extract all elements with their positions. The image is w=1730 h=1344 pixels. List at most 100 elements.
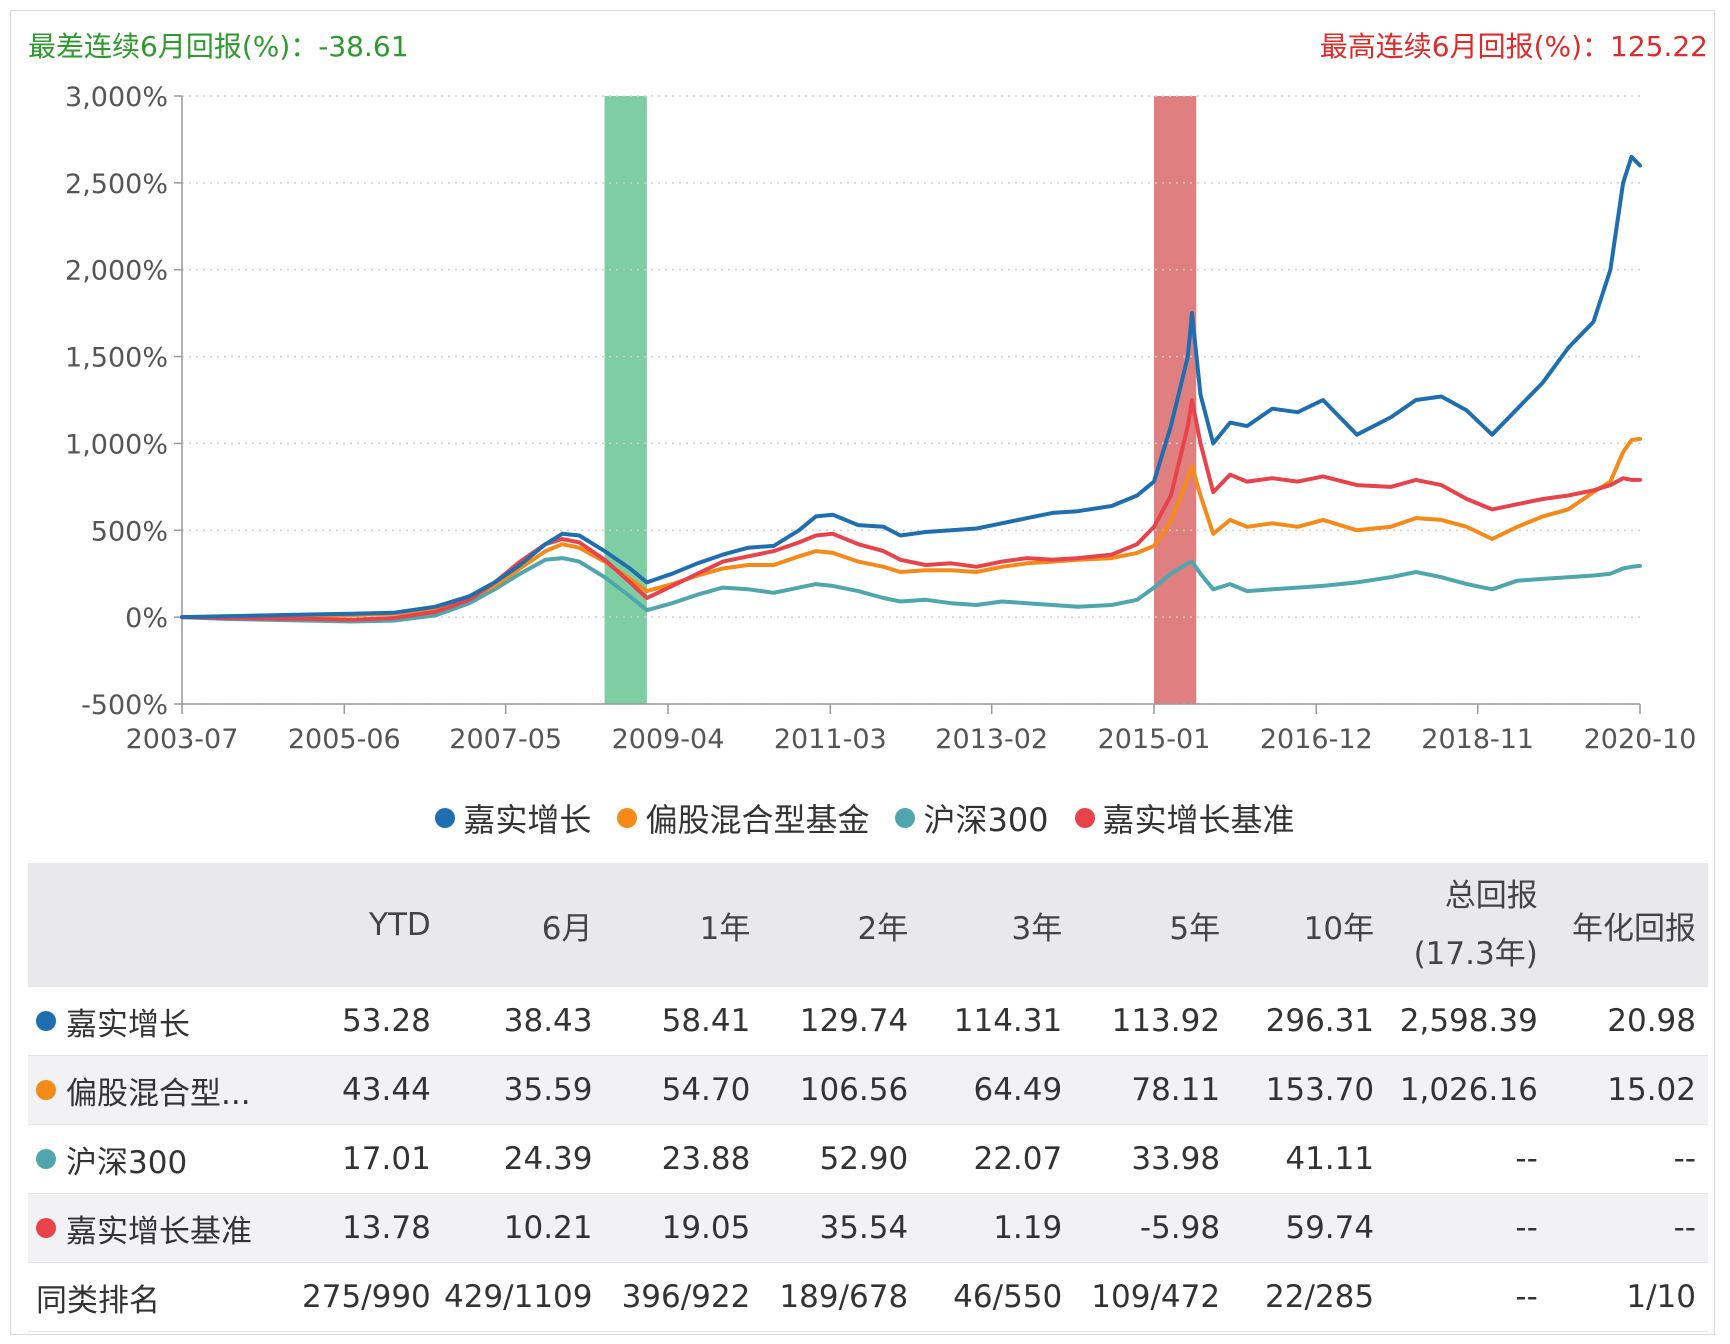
- table-cell: 153.70: [1232, 1055, 1387, 1125]
- row-name-cell: 嘉实增长: [28, 987, 293, 1056]
- x-tick-label: 2016-12: [1260, 724, 1373, 755]
- table-cell: 113.92: [1074, 987, 1233, 1056]
- chart-legend: 嘉实增长 偏股混合型基金 沪深300 嘉实增长基准: [0, 796, 1730, 840]
- table-cell: 20.98: [1549, 987, 1708, 1056]
- row-name-label: 沪深300: [66, 1144, 188, 1181]
- x-tick-label: 2003-07: [126, 724, 239, 755]
- table-cell: 17.01: [292, 1124, 443, 1194]
- table-cell: 22.07: [920, 1124, 1075, 1194]
- legend-item-benchmark[interactable]: 嘉实增长基准: [1074, 795, 1295, 841]
- table-cell: 59.74: [1232, 1193, 1387, 1263]
- y-tick-label: 500%: [91, 516, 168, 547]
- table-header-ytd: YTD: [292, 863, 443, 987]
- table-cell: -5.98: [1074, 1193, 1233, 1263]
- table-cell: 54.70: [604, 1055, 763, 1125]
- table-header-row: YTD 6月 1年 2年 3年 5年 10年 总回报 (17.3年) 年化回报: [28, 863, 1708, 987]
- table-cell: 24.39: [442, 1124, 605, 1194]
- legend-item-index[interactable]: 沪深300: [895, 795, 1049, 841]
- table-cell: 58.41: [604, 987, 763, 1056]
- table-cell: 396/922: [604, 1262, 763, 1332]
- table-cell: --: [1549, 1124, 1708, 1194]
- table-cell: 13.78: [292, 1193, 443, 1263]
- x-tick-label: 2005-06: [288, 724, 401, 755]
- table-header-5y: 5年: [1074, 863, 1233, 987]
- row-name-label: 嘉实增长: [66, 1006, 190, 1043]
- table-row: 嘉实增长基准 13.78 10.21 19.05 35.54 1.19 -5.98 59.74…: [28, 1193, 1708, 1263]
- x-tick-label: 2015-01: [1098, 724, 1211, 755]
- table-row: 同类排名 275/990 429/1109 396/922 189/678 46/550 1…: [28, 1262, 1708, 1332]
- table-cell: 78.11: [1074, 1055, 1233, 1125]
- table-header-3y: 3年: [920, 863, 1075, 987]
- series-line-fund: [180, 154, 1642, 620]
- table-cell: 43.44: [292, 1055, 443, 1125]
- legend-item-peer[interactable]: 偏股混合型基金: [617, 795, 869, 841]
- table-header-total-label: 总回报: [1444, 878, 1538, 914]
- y-tick-label: 3,000%: [65, 82, 168, 113]
- table-cell: 275/990: [292, 1262, 443, 1332]
- y-tick-label: 0%: [125, 603, 168, 634]
- legend-label: 偏股混合型基金: [645, 801, 870, 839]
- y-tick-label: -500%: [81, 690, 168, 721]
- series-line-benchmark: [180, 398, 1642, 622]
- table-cell: --: [1386, 1124, 1550, 1194]
- table-row: 嘉实增长 53.28 38.43 58.41 129.74 114.31 113.92 296…: [28, 987, 1708, 1056]
- y-tick-label: 1,500%: [65, 343, 168, 374]
- axes: [181, 96, 1640, 705]
- row-name-cell: 沪深300: [28, 1124, 293, 1194]
- table-cell: 129.74: [762, 987, 921, 1056]
- table-cell: 35.59: [442, 1055, 605, 1125]
- performance-table: YTD 6月 1年 2年 3年 5年 10年 总回报 (17.3年) 年化回报 …: [28, 863, 1708, 1332]
- legend-item-fund[interactable]: 嘉实增长: [435, 795, 591, 841]
- series-line-index: [180, 556, 1642, 624]
- table-cell: 53.28: [292, 987, 443, 1056]
- row-name-label: 嘉实增长基准: [66, 1213, 252, 1250]
- row-name-cell: 同类排名: [28, 1262, 293, 1332]
- series-dot-icon: [36, 1149, 56, 1169]
- table-cell: 52.90: [762, 1124, 921, 1194]
- table-cell: 296.31: [1232, 987, 1387, 1056]
- best-period-band: [1154, 96, 1197, 704]
- table-cell: 1.19: [920, 1193, 1075, 1263]
- table-row: 沪深300 17.01 24.39 23.88 52.90 22.07 33.98 41.11…: [28, 1124, 1708, 1194]
- table-cell: 35.54: [762, 1193, 921, 1263]
- table-header-1y: 1年: [604, 863, 763, 987]
- table-cell: 2,598.39: [1386, 987, 1550, 1056]
- x-tick-label: 2007-05: [449, 724, 562, 755]
- row-name-cell: 嘉实增长基准: [28, 1193, 293, 1263]
- y-axis-ticks: 3,000% 2,500% 2,000% 1,500% 1,000% 500% 0% -500…: [65, 82, 182, 721]
- x-axis-ticks: 2003-07 2005-06 2007-05 2009-04 2011-03 2013-…: [126, 704, 1697, 755]
- table-cell: --: [1386, 1262, 1550, 1332]
- series-line-peer: [180, 436, 1642, 620]
- table-cell: 429/1109: [442, 1262, 605, 1332]
- row-name-label: 同类排名: [36, 1282, 160, 1319]
- chart-frame: [10, 10, 1715, 1335]
- table-cell: 189/678: [762, 1262, 921, 1332]
- table-cell: 38.43: [442, 987, 605, 1056]
- row-name-label: 偏股混合型...: [66, 1075, 251, 1112]
- highlight-bands: [604, 96, 1197, 704]
- table-header-total: 总回报 (17.3年): [1386, 863, 1550, 987]
- table-header-name: [28, 863, 293, 987]
- table-cell: --: [1549, 1193, 1708, 1263]
- table-cell: 114.31: [920, 987, 1075, 1056]
- worst-period-band: [604, 96, 647, 704]
- table-cell: 22/285: [1232, 1262, 1387, 1332]
- table-cell: 10.21: [442, 1193, 605, 1263]
- series-lines: [180, 154, 1642, 624]
- table-cell: 109/472: [1074, 1262, 1233, 1332]
- best-6m-annotation: 最高连续6月回报(%)：125.22: [1320, 30, 1708, 63]
- table-cell: 23.88: [604, 1124, 763, 1194]
- x-tick-label: 2011-03: [774, 724, 887, 755]
- performance-chart: 3,000% 2,500% 2,000% 1,500% 1,000% 500% 0% -500…: [28, 30, 1708, 755]
- row-name-cell: 偏股混合型...: [28, 1055, 293, 1125]
- table-cell: 19.05: [604, 1193, 763, 1263]
- table-header-6m: 6月: [442, 863, 605, 987]
- y-tick-label: 1,000%: [65, 429, 168, 460]
- table-header-total-sub: (17.3年): [1413, 936, 1538, 972]
- table-cell: 15.02: [1549, 1055, 1708, 1125]
- table-cell: 106.56: [762, 1055, 921, 1125]
- legend-dot-icon: [617, 808, 638, 828]
- x-tick-label: 2020-10: [1584, 724, 1697, 755]
- legend-dot-icon: [435, 808, 456, 828]
- table-header-annualized: 年化回报: [1549, 863, 1708, 987]
